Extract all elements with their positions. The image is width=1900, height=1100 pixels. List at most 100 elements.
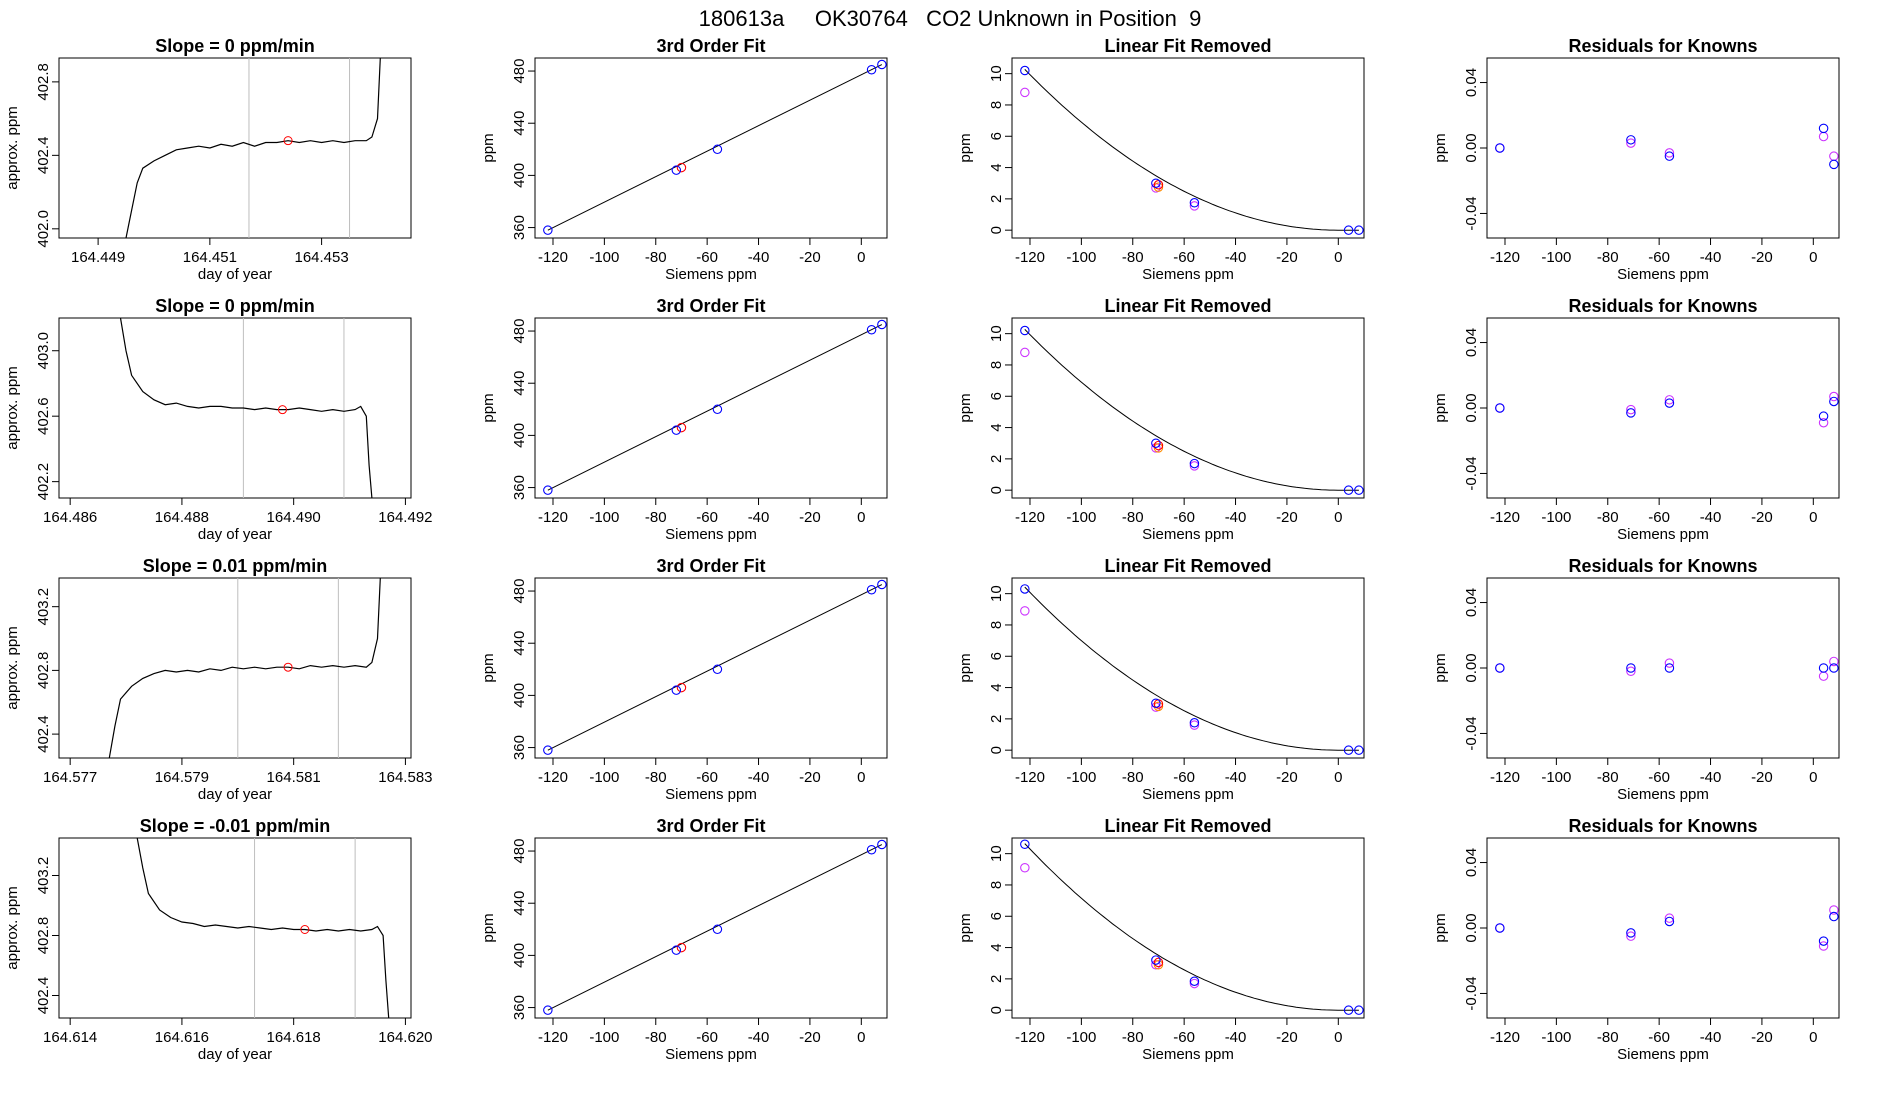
plot-frame (58, 577, 412, 759)
x-tick-label: -20 (1751, 249, 1773, 266)
x-tick-label: -40 (1225, 249, 1247, 266)
known-point-orange (1153, 701, 1164, 712)
y-tick-label: 2 (988, 715, 1005, 723)
known-point-blue (1818, 123, 1829, 134)
y-axis-label: ppm (1432, 133, 1449, 162)
panel-title: 3rd Order Fit (656, 296, 765, 316)
known-point-blue (866, 324, 877, 335)
fit-curve (1024, 843, 1359, 1011)
known-point-blue (1189, 718, 1200, 728)
known-point-blue (1151, 698, 1161, 708)
known-point-blue (1354, 225, 1364, 235)
panel-r3-c3: Linear Fit Removed -120 -100 -80 -60 -40 -20 0 0… (957, 556, 1365, 803)
x-axis-label: day of year (198, 1046, 272, 1063)
x-tick-label: -60 (1648, 769, 1670, 786)
plot-area (1495, 391, 1839, 428)
x-tick-label: -60 (1173, 769, 1195, 786)
x-tick-label: -20 (1276, 1029, 1298, 1046)
x-tick-label: 164.490 (267, 509, 321, 526)
known-point-blue (1829, 911, 1839, 922)
x-tick-label: -40 (1225, 1029, 1247, 1046)
figure-title: 180613a OK30764 CO2 Unknown in Position … (699, 6, 1202, 31)
plot-area (1495, 123, 1839, 170)
known-point-magenta (1664, 395, 1675, 405)
panel-title: Residuals for Knowns (1568, 556, 1757, 576)
panel-title: Residuals for Knowns (1568, 816, 1757, 836)
plot-area (543, 59, 887, 235)
panel-r3-c2: 3rd Order Fit -120 -100 -80 -60 -40 -20 0 360 400… (480, 556, 888, 803)
x-tick-label: -60 (696, 769, 718, 786)
plot-frame (1486, 577, 1840, 759)
known-point-blue (1020, 325, 1030, 336)
known-point-magenta (1020, 87, 1030, 98)
y-tick-label: -0.04 (1463, 976, 1480, 1010)
unknown-point-red (676, 682, 687, 693)
x-tick-label: -120 (538, 1029, 568, 1046)
y-tick-label: 0.04 (1463, 588, 1480, 617)
x-axis-label: Siemens ppm (1142, 1046, 1234, 1063)
x-tick-label: 164.618 (267, 1029, 321, 1046)
y-tick-label: 10 (988, 325, 1005, 342)
plot-frame (58, 317, 412, 499)
known-point-blue (877, 579, 887, 590)
plot-frame (534, 317, 888, 499)
fit-line (547, 844, 883, 1011)
y-tick-label: 2 (988, 195, 1005, 203)
known-point-blue (543, 745, 553, 755)
y-axis-label: approx. ppm (4, 626, 21, 709)
y-tick-label: 440 (511, 631, 528, 656)
known-point-blue (877, 59, 887, 70)
known-point-blue (712, 664, 723, 675)
y-tick-label: 402.6 (35, 397, 52, 435)
known-point-magenta (1626, 138, 1636, 148)
known-point-blue (1354, 745, 1364, 755)
panel-r2-c1: Slope = 0 ppm/min 164.486 164.488 164.490 16… (4, 296, 433, 543)
plot-area (1495, 656, 1839, 681)
known-point-orange (1153, 443, 1164, 453)
x-axis-label: Siemens ppm (1617, 786, 1709, 803)
known-point-magenta (1626, 931, 1636, 941)
y-tick-label: 400 (511, 423, 528, 448)
x-tick-label: -60 (1648, 1029, 1670, 1046)
y-axis-label: ppm (957, 653, 974, 682)
fit-line (547, 584, 883, 751)
x-tick-label: -60 (1173, 249, 1195, 266)
y-tick-label: 480 (511, 579, 528, 604)
y-tick-label: 360 (511, 735, 528, 760)
x-tick-label: -120 (1015, 249, 1045, 266)
x-tick-label: 0 (1809, 769, 1817, 786)
y-axis-label: approx. ppm (4, 106, 21, 189)
y-tick-label: 8 (988, 101, 1005, 109)
unknown-point-red (1153, 440, 1164, 451)
x-tick-label: 0 (857, 1029, 865, 1046)
panel-r4-c4: Residuals for Knowns -120 -100 -80 -60 -40 -20… (1432, 816, 1840, 1063)
panel-title: Slope = 0 ppm/min (155, 36, 315, 56)
x-tick-label: 0 (1334, 769, 1342, 786)
known-point-blue (1829, 159, 1839, 170)
x-tick-label: -40 (1700, 769, 1722, 786)
x-tick-label: -40 (1700, 249, 1722, 266)
x-tick-label: -80 (645, 1029, 667, 1046)
y-tick-label: 0 (988, 226, 1005, 234)
x-tick-label: -100 (1541, 509, 1571, 526)
x-tick-label: 0 (1334, 249, 1342, 266)
y-tick-label: 0.04 (1463, 848, 1480, 877)
x-tick-label: -80 (1122, 509, 1144, 526)
known-point-blue (671, 685, 682, 695)
panel-r3-c1: Slope = 0.01 ppm/min 164.577 164.579 164.58… (4, 556, 433, 803)
unknown-point-red (1153, 180, 1164, 190)
known-point-blue (1664, 398, 1675, 408)
y-tick-label: 402.0 (35, 210, 52, 248)
x-axis-label: Siemens ppm (665, 266, 757, 283)
x-tick-label: -120 (538, 509, 568, 526)
plot-frame (1011, 57, 1365, 239)
y-tick-label: 4 (988, 943, 1005, 951)
y-tick-label: 0.00 (1463, 653, 1480, 682)
known-point-blue (1189, 198, 1200, 208)
y-tick-label: 0.00 (1463, 133, 1480, 162)
x-tick-label: -20 (799, 249, 821, 266)
plot-frame (1486, 317, 1840, 499)
known-point-blue (543, 1005, 553, 1015)
known-point-blue (1829, 663, 1839, 673)
